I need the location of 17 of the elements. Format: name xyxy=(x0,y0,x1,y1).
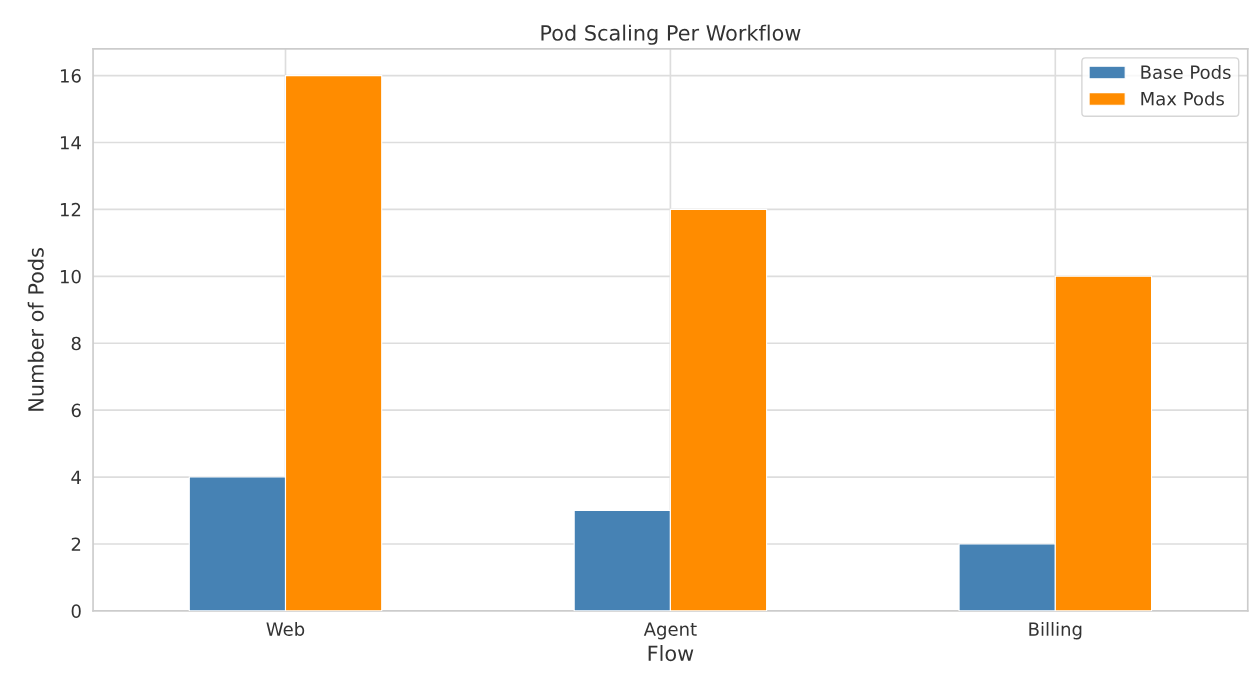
x-tick-label: Agent xyxy=(643,622,697,640)
x-tick-label: Billing xyxy=(1029,621,1082,640)
legend-label: Max Pods xyxy=(1141,91,1224,106)
y-tick-label: 16 xyxy=(60,69,81,83)
y-tick-label: 8 xyxy=(71,336,81,351)
legend-label: Base Pods xyxy=(1141,65,1231,80)
chart-title: Pod Scaling Per Workflow xyxy=(541,24,801,45)
y-tick-label: 12 xyxy=(60,202,81,217)
y-axis-title: Number of Pods xyxy=(27,248,44,411)
y-tick-label: 4 xyxy=(71,470,81,484)
y-tick-label: 6 xyxy=(71,403,81,418)
x-axis-title: Flow xyxy=(648,645,694,662)
y-tick-label: 2 xyxy=(71,537,81,551)
y-tick-label: 14 xyxy=(60,136,81,150)
y-tick-label: 0 xyxy=(71,604,81,618)
x-tick-label: Web xyxy=(266,621,305,636)
y-tick-label: 10 xyxy=(60,269,81,284)
